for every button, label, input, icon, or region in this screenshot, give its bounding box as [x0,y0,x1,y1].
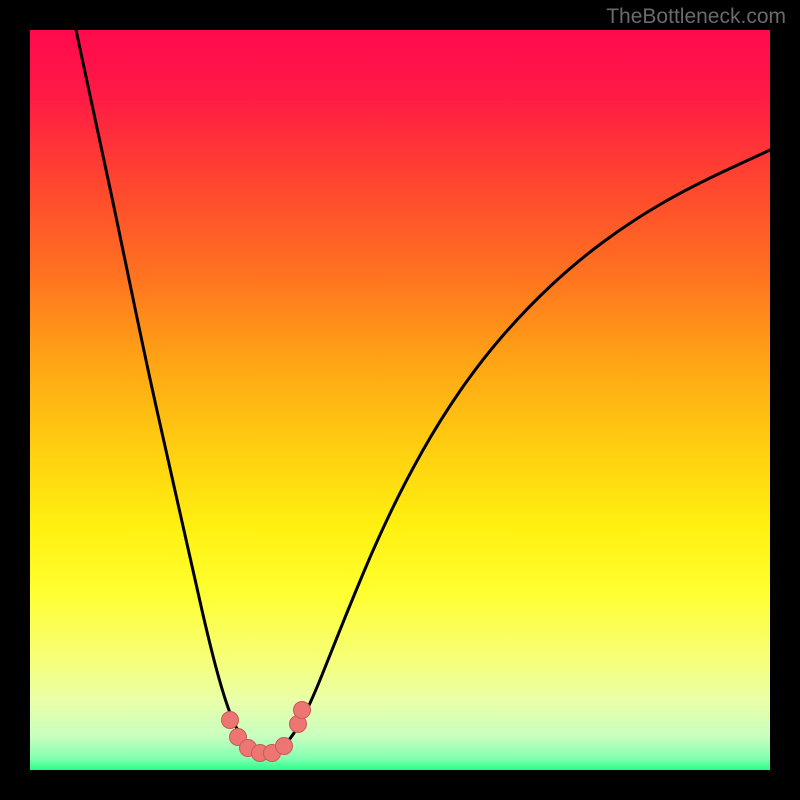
plot-area [30,30,770,770]
curve-marker [275,737,293,755]
curve-marker [293,701,311,719]
curve-marker [221,711,239,729]
curve-markers [30,30,770,770]
chart-canvas: TheBottleneck.com [0,0,800,800]
watermark-text: TheBottleneck.com [606,5,786,29]
